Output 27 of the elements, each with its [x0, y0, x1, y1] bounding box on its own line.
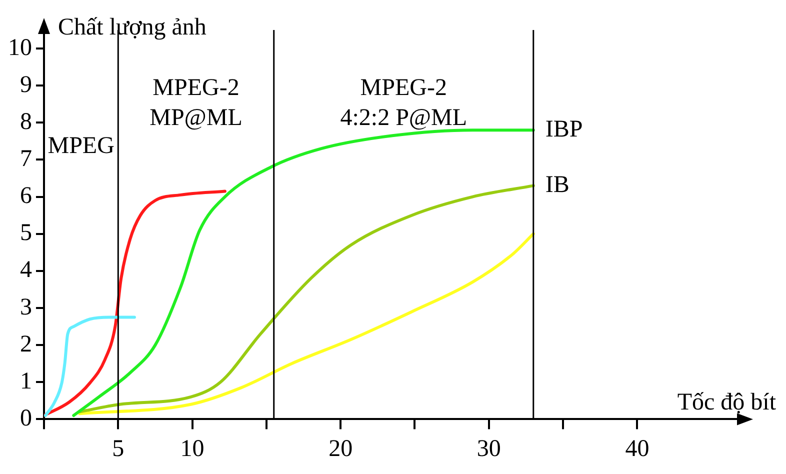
- y-tick-label: 0: [20, 405, 32, 432]
- y-tick-label: 2: [20, 331, 32, 358]
- annotation: MPEG-2 MP@ML: [150, 75, 242, 132]
- y-tick-label: 10: [8, 34, 32, 61]
- line-series: [78, 232, 535, 416]
- y-tick-label: 6: [20, 183, 32, 210]
- line-series: [78, 184, 535, 414]
- y-tick-label: 8: [20, 108, 32, 135]
- x-axis-title: Tốc độ bít: [677, 389, 776, 416]
- x-tick-label: 5: [112, 436, 124, 462]
- y-tick-label: 3: [20, 294, 32, 320]
- series-label: IB: [545, 172, 570, 198]
- y-axis-title: Chất lượng ảnh: [58, 14, 206, 40]
- y-tick-label: 5: [20, 220, 32, 246]
- line-series: [44, 190, 226, 417]
- x-tick-label: 10: [180, 436, 204, 462]
- y-tick-label: 7: [20, 146, 32, 172]
- x-tick-label: 40: [625, 436, 650, 462]
- annotation: MPEG: [48, 133, 114, 160]
- y-tick-label: 1: [20, 368, 32, 394]
- annotation: MPEG-2 4:2:2 P@ML: [340, 75, 468, 132]
- series-label: IBP: [545, 116, 583, 142]
- x-tick-label: 30: [476, 436, 501, 462]
- y-tick-label: 4: [20, 257, 32, 284]
- y-tick-label: 9: [20, 72, 32, 98]
- line-series: [44, 316, 136, 417]
- x-tick-label: 20: [328, 436, 353, 462]
